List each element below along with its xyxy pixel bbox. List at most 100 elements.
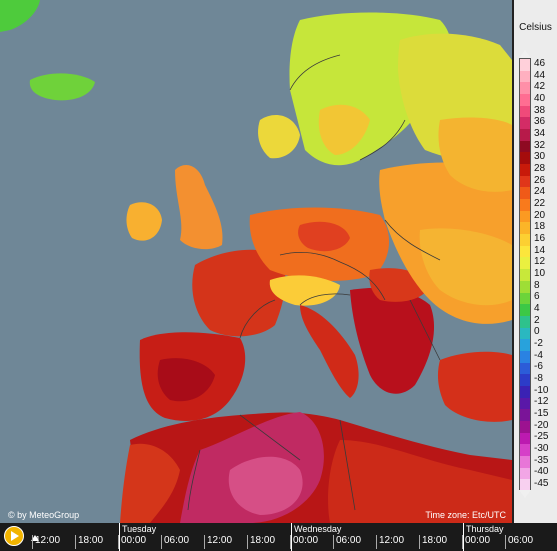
legend-swatch	[520, 444, 530, 457]
germany-hot-spot	[298, 221, 350, 252]
day-tick	[119, 523, 120, 551]
iceland	[29, 73, 96, 101]
legend-label: 12	[534, 256, 546, 268]
time-label[interactable]: 00:00	[121, 535, 147, 546]
iberia-hot-spot	[157, 358, 215, 402]
legend-arrow-up-icon	[519, 50, 531, 58]
legend-swatch	[520, 327, 530, 340]
legend-swatch	[520, 117, 530, 130]
temperature-map[interactable]: © by MeteoGroup Time zone: Etc/UTC	[0, 0, 512, 523]
balkans-region	[350, 287, 435, 394]
time-tick	[376, 535, 377, 549]
day-label: Tuesday	[122, 524, 157, 534]
legend-label: 20	[534, 209, 546, 221]
legend-swatch	[520, 140, 530, 153]
timeline-slider-knob[interactable]	[31, 535, 39, 541]
credit-text: © by MeteoGroup	[8, 510, 80, 520]
legend-label: -30	[534, 443, 549, 455]
time-label[interactable]: 00:00	[465, 535, 491, 546]
legend-swatch	[520, 94, 530, 107]
legend-label: -12	[534, 396, 549, 408]
legend-swatch	[520, 339, 530, 352]
day-label: Wednesday	[294, 524, 342, 534]
legend-swatch	[520, 269, 530, 282]
legend-swatch	[520, 59, 530, 72]
france-region	[192, 249, 286, 337]
legend-title: Celsius	[519, 22, 552, 33]
legend-label: 46	[534, 57, 546, 69]
legend-swatch	[520, 315, 530, 329]
time-tick	[75, 535, 76, 549]
legend-swatch	[520, 374, 530, 387]
greenland-corner	[0, 0, 40, 32]
legend-swatch	[520, 432, 530, 445]
sweden-warm-region	[318, 104, 370, 155]
legend-label: 10	[534, 268, 546, 279]
legend-swatch	[520, 210, 530, 223]
time-tick	[462, 535, 463, 549]
legend-swatch	[520, 292, 530, 305]
norway-coast-region	[258, 115, 300, 159]
legend-label: -45	[534, 478, 549, 490]
time-label[interactable]: 12:00	[35, 535, 61, 546]
legend-label: 42	[534, 81, 546, 93]
time-label[interactable]: 18:00	[250, 535, 276, 546]
day-label: Thursday	[466, 524, 504, 534]
legend-label: 2	[534, 314, 540, 326]
legend-swatch	[520, 304, 530, 317]
legend-label: -15	[534, 408, 549, 420]
legend-swatch	[520, 187, 530, 200]
legend-label: 4	[534, 303, 540, 315]
legend-swatch	[520, 164, 530, 177]
legend-label: -35	[534, 454, 549, 466]
legend-label: 14	[534, 244, 546, 256]
legend-swatch	[520, 257, 530, 270]
legend-label: 22	[534, 197, 546, 209]
time-label[interactable]: 18:00	[422, 535, 448, 546]
legend-swatch	[520, 105, 530, 118]
legend-swatch	[520, 82, 530, 95]
country-borders	[187, 54, 441, 511]
play-button[interactable]	[4, 526, 24, 546]
legend-label: -8	[534, 373, 543, 385]
legend-label: 32	[534, 139, 546, 151]
legend-color-bar	[519, 58, 531, 492]
time-label[interactable]: 06:00	[508, 535, 534, 546]
legend-swatch	[520, 350, 530, 364]
time-label[interactable]: 12:00	[379, 535, 405, 546]
time-label[interactable]: 18:00	[78, 535, 104, 546]
legend-label: -4	[534, 349, 543, 361]
timeline-bar[interactable]: 12:00 18:00 00:00 06:00 12:00 18:00 00:00 06:00…	[0, 523, 557, 551]
legend-swatch	[520, 479, 530, 492]
legend-swatch	[520, 280, 530, 293]
legend-label: -6	[534, 361, 543, 373]
time-tick	[247, 535, 248, 549]
sahara-hot-spot	[228, 456, 303, 515]
time-tick	[505, 535, 506, 549]
map-canvas	[0, 0, 512, 523]
legend-label: 26	[534, 174, 546, 186]
time-tick	[333, 535, 334, 549]
legend-swatch	[520, 397, 530, 410]
time-tick	[161, 535, 162, 549]
time-label[interactable]: 06:00	[336, 535, 362, 546]
italy-region	[300, 305, 359, 398]
time-label[interactable]: 06:00	[164, 535, 190, 546]
legend-swatch	[520, 467, 530, 480]
legend-swatch	[520, 385, 530, 399]
legend-label: -2	[534, 338, 543, 350]
legend-swatch	[520, 409, 530, 422]
time-label[interactable]: 00:00	[293, 535, 319, 546]
day-tick	[463, 523, 464, 551]
legend-label: 18	[534, 221, 546, 233]
ireland	[126, 202, 162, 241]
time-tick	[32, 535, 33, 549]
time-label[interactable]: 12:00	[207, 535, 233, 546]
legend-swatch	[520, 234, 530, 247]
legend-label: -20	[534, 419, 549, 431]
time-tick	[118, 535, 119, 549]
legend-label: -25	[534, 431, 549, 443]
legend-swatch	[520, 455, 530, 469]
time-tick	[419, 535, 420, 549]
africa-east	[328, 440, 512, 523]
